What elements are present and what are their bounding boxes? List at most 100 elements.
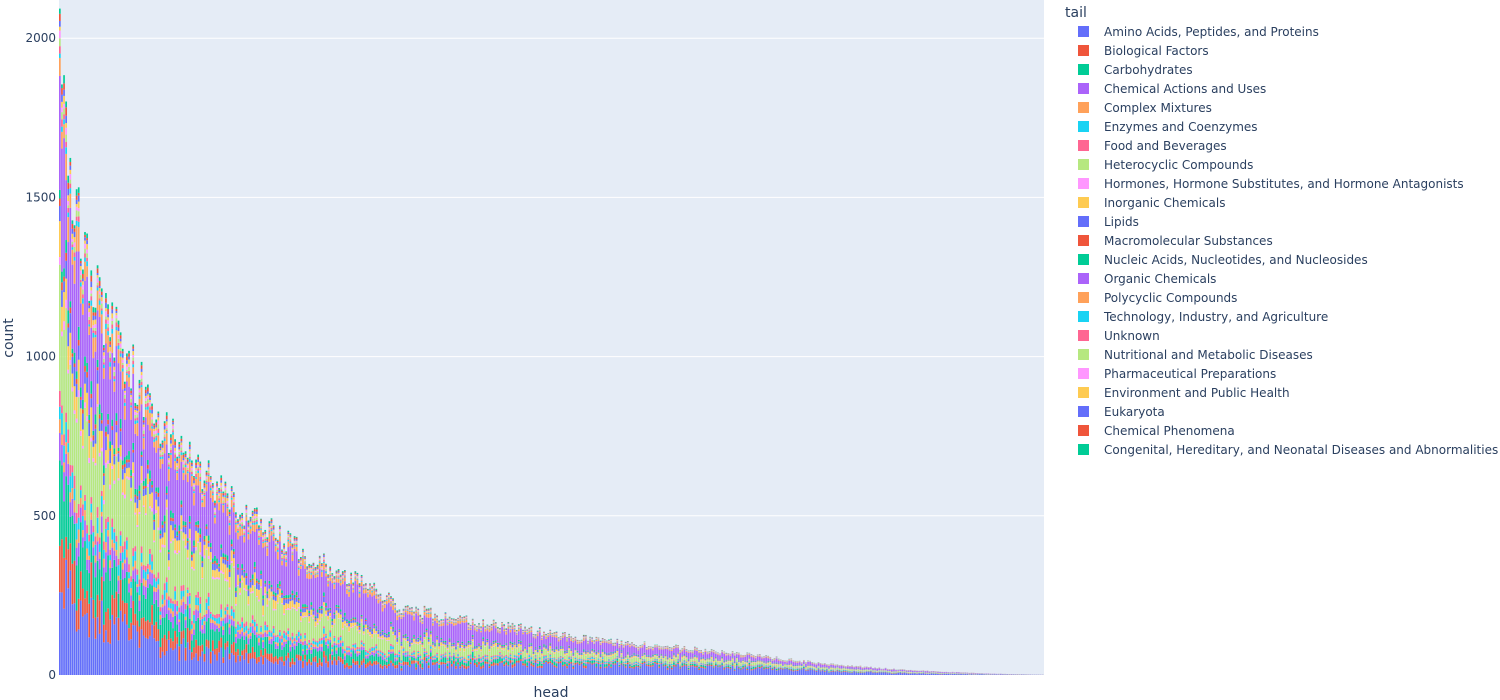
- bar-segment: [67, 217, 70, 243]
- bar-segment: [316, 662, 319, 668]
- bar-segment: [84, 365, 86, 372]
- bar-segment: [136, 525, 139, 527]
- bar-segment: [260, 527, 262, 529]
- bar-segment: [100, 301, 103, 304]
- bar-segment: [463, 616, 466, 618]
- bar-segment: [123, 402, 126, 406]
- bar-segment: [79, 387, 82, 397]
- bar-segment: [473, 650, 476, 656]
- bar-segment: [140, 480, 143, 484]
- bar-segment: [279, 636, 281, 639]
- bar-segment: [425, 657, 428, 662]
- bar-segment: [249, 632, 252, 637]
- bar-segment: [163, 426, 166, 430]
- bar-segment: [318, 555, 321, 557]
- bar-segment: [279, 529, 281, 530]
- bar-segment: [364, 664, 367, 668]
- bar-segment: [425, 654, 428, 656]
- bar-segment: [61, 107, 63, 113]
- bar-segment: [432, 655, 434, 658]
- bar-segment: [153, 521, 156, 530]
- bar-segment: [272, 530, 275, 532]
- bar-segment: [105, 323, 107, 329]
- bar-segment: [364, 618, 367, 620]
- bar-segment: [484, 642, 487, 644]
- bar-segment: [230, 609, 233, 616]
- bar-segment: [153, 434, 156, 438]
- bar-segment: [151, 413, 153, 418]
- bar-segment: [436, 618, 438, 620]
- bar-segment: [71, 264, 74, 349]
- bar-segment: [327, 610, 329, 612]
- bar-segment: [432, 641, 434, 643]
- bar-segment: [432, 657, 434, 659]
- bar-segment: [323, 596, 325, 603]
- bar-segment: [230, 492, 233, 495]
- bar-segment: [329, 659, 332, 675]
- bar-segment: [163, 547, 166, 584]
- bar-segment: [73, 488, 76, 501]
- bar-segment: [501, 656, 503, 658]
- bar-segment: [306, 648, 308, 650]
- bar-segment: [413, 636, 415, 638]
- bar-segment: [339, 637, 342, 641]
- bar-segment: [88, 423, 91, 437]
- bar-segment: [268, 588, 271, 599]
- bar-segment: [75, 199, 78, 205]
- bar-segment: [406, 605, 409, 607]
- bar-segment: [73, 283, 76, 353]
- bar-segment: [144, 514, 147, 567]
- bar-segment: [503, 628, 505, 630]
- bar-segment: [440, 620, 443, 621]
- bar-segment: [408, 657, 411, 660]
- bar-segment: [193, 545, 195, 548]
- bar-segment: [222, 493, 225, 496]
- bar-segment: [191, 554, 193, 558]
- bar-segment: [381, 659, 384, 666]
- bar-segment: [243, 529, 246, 532]
- bar-segment: [448, 642, 451, 644]
- bar-segment: [230, 562, 233, 607]
- bar-segment: [352, 587, 355, 588]
- bar-segment: [471, 623, 474, 626]
- bar-segment: [165, 486, 168, 494]
- bar-segment: [186, 559, 189, 588]
- bar-segment: [138, 379, 141, 384]
- bar-segment: [90, 512, 93, 520]
- bar-segment: [323, 569, 325, 593]
- bar-segment: [509, 660, 512, 663]
- bar-segment: [103, 642, 105, 675]
- bar-segment: [507, 624, 510, 626]
- bar-segment: [486, 628, 489, 631]
- bar-segment: [224, 495, 227, 498]
- bar-segment: [358, 625, 361, 628]
- bar-segment: [488, 661, 491, 663]
- bar-segment: [155, 433, 158, 436]
- bar-segment: [105, 542, 107, 553]
- bar-segment: [306, 616, 308, 644]
- bar-segment: [178, 456, 181, 459]
- bar-segment: [88, 457, 91, 463]
- bar-segment: [310, 568, 313, 571]
- bar-segment: [425, 609, 428, 611]
- bar-segment: [358, 629, 361, 633]
- bar-segment: [297, 559, 300, 561]
- bar-segment: [247, 638, 250, 645]
- bar-segment: [398, 632, 401, 636]
- bar-segment: [77, 529, 80, 543]
- bar-segment: [224, 580, 227, 608]
- bar-segment: [205, 639, 208, 647]
- bar-segment: [224, 492, 227, 496]
- bar-segment: [205, 480, 208, 483]
- bar-segment: [346, 650, 348, 653]
- bar-segment: [425, 661, 428, 664]
- bar-segment: [406, 643, 409, 652]
- bar-segment: [201, 561, 204, 563]
- bar-segment: [375, 590, 378, 592]
- bar-segment: [465, 617, 468, 618]
- bar-segment: [199, 528, 202, 535]
- bar-segment: [73, 237, 76, 243]
- bar-segment: [75, 378, 78, 384]
- bar-segment: [237, 638, 239, 649]
- bar-segment: [287, 541, 290, 548]
